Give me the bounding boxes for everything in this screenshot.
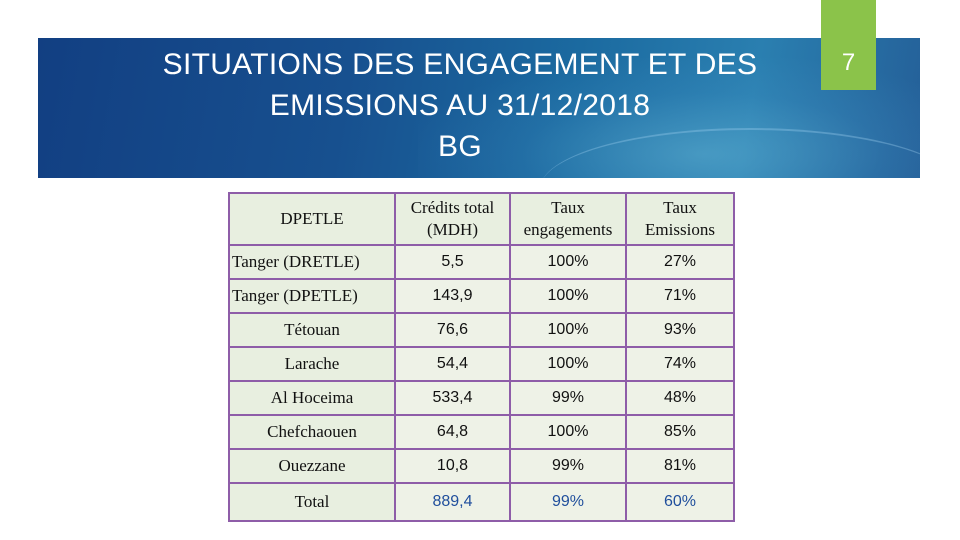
row-credits: 54,4	[394, 346, 511, 382]
header-credits-line-2: (MDH)	[427, 220, 478, 239]
row-name: Chefchaouen	[228, 414, 396, 450]
total-engagements: 99%	[509, 482, 627, 522]
row-engagements: 100%	[509, 414, 627, 450]
row-emissions: 71%	[625, 278, 735, 314]
header-emissions-line-2: Emissions	[645, 220, 715, 239]
row-name: Tétouan	[228, 312, 396, 348]
title-line-1: SITUATIONS DES ENGAGEMENT ET DES	[162, 48, 758, 81]
header-emissions-line-1: Taux	[663, 198, 697, 217]
header-engagements-line-1: Taux	[551, 198, 585, 217]
row-name: Tanger (DRETLE)	[228, 244, 396, 280]
header-dpetle: DPETLE	[228, 192, 396, 246]
title-line-3: BG	[438, 130, 482, 163]
header-engagements: Taux engagements	[509, 192, 627, 246]
header-emissions: Taux Emissions	[625, 192, 735, 246]
slide-title: SITUATIONS DES ENGAGEMENT ET DES EMISSIO…	[38, 44, 882, 167]
row-emissions: 85%	[625, 414, 735, 450]
row-engagements: 100%	[509, 244, 627, 280]
table-row: Tétouan 76,6 100% 93%	[228, 312, 735, 348]
row-engagements: 99%	[509, 380, 627, 416]
row-credits: 64,8	[394, 414, 511, 450]
row-credits: 76,6	[394, 312, 511, 348]
header-engagements-line-2: engagements	[523, 220, 613, 239]
engagement-table: DPETLE Crédits total (MDH) Taux engageme…	[228, 192, 735, 522]
row-credits: 143,9	[394, 278, 511, 314]
table-row: Larache 54,4 100% 74%	[228, 346, 735, 382]
total-emissions: 60%	[625, 482, 735, 522]
row-emissions: 48%	[625, 380, 735, 416]
table-row: Chefchaouen 64,8 100% 85%	[228, 414, 735, 450]
table-header-row: DPETLE Crédits total (MDH) Taux engageme…	[228, 192, 735, 246]
row-name: Tanger (DPETLE)	[228, 278, 396, 314]
page-number-tab	[821, 0, 876, 90]
total-credits: 889,4	[394, 482, 511, 522]
table-row: Al Hoceima 533,4 99% 48%	[228, 380, 735, 416]
table-row: Tanger (DPETLE) 143,9 100% 71%	[228, 278, 735, 314]
row-name: Ouezzane	[228, 448, 396, 484]
table-row: Ouezzane 10,8 99% 81%	[228, 448, 735, 484]
row-emissions: 74%	[625, 346, 735, 382]
row-credits: 5,5	[394, 244, 511, 280]
row-emissions: 27%	[625, 244, 735, 280]
banner-arc	[540, 128, 920, 178]
table-row: Tanger (DRETLE) 5,5 100% 27%	[228, 244, 735, 280]
row-engagements: 100%	[509, 312, 627, 348]
row-engagements: 100%	[509, 278, 627, 314]
title-line-2: EMISSIONS AU 31/12/2018	[269, 89, 651, 122]
table-total-row: Total 889,4 99% 60%	[228, 482, 735, 522]
row-credits: 533,4	[394, 380, 511, 416]
row-name: Al Hoceima	[228, 380, 396, 416]
header-credits: Crédits total (MDH)	[394, 192, 511, 246]
row-engagements: 99%	[509, 448, 627, 484]
row-engagements: 100%	[509, 346, 627, 382]
total-name: Total	[228, 482, 396, 522]
page-number: 7	[841, 49, 856, 76]
row-emissions: 93%	[625, 312, 735, 348]
row-name: Larache	[228, 346, 396, 382]
row-credits: 10,8	[394, 448, 511, 484]
header-credits-line-1: Crédits total	[410, 198, 495, 217]
row-emissions: 81%	[625, 448, 735, 484]
